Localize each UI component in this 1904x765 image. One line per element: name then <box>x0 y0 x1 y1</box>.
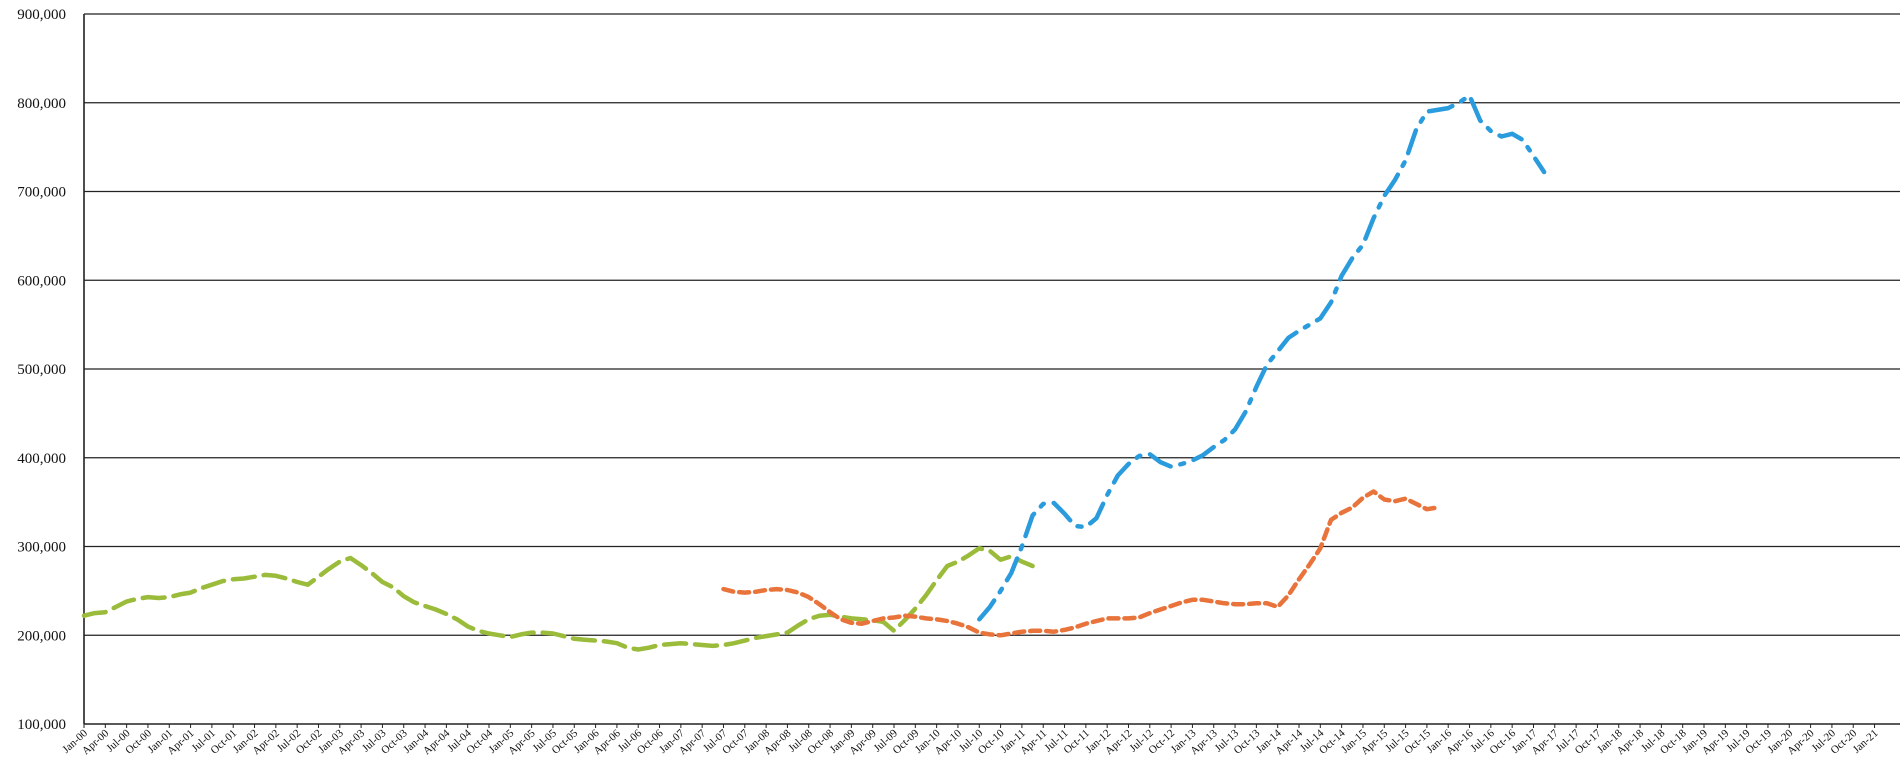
series-line-1 <box>81 546 1035 652</box>
y-tick-label: 800,000 <box>17 96 66 112</box>
series-line-3 <box>977 93 1547 622</box>
y-axis-tick-labels: 100,000 200,000 300,000 400,000 500,000 600,0… <box>17 7 66 733</box>
y-tick-label: 300,000 <box>17 540 66 556</box>
y-tick-label: 100,000 <box>17 717 66 733</box>
y-tick-label: 700,000 <box>17 185 66 201</box>
x-tick-label: Jan-21 <box>1851 727 1881 756</box>
y-tick-label: 600,000 <box>17 273 66 289</box>
series-lines <box>81 93 1547 652</box>
series-line-2 <box>721 489 1440 638</box>
x-axis-tick-labels: Jan-00Apr-00Jul-00Oct-00Jan-01Apr-01Jul-… <box>60 724 1881 757</box>
y-tick-label: 900,000 <box>17 7 66 23</box>
y-tick-label: 200,000 <box>17 628 66 644</box>
gridlines <box>84 13 1900 636</box>
y-tick-label: 400,000 <box>17 451 66 467</box>
y-tick-label: 500,000 <box>17 362 66 378</box>
